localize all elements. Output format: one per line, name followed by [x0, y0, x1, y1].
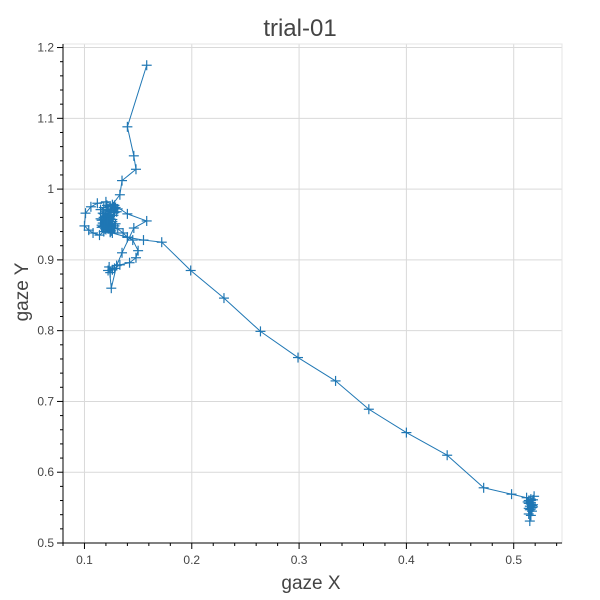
y-tick-label: 1.1 — [37, 111, 54, 125]
data-point-marker — [528, 499, 539, 510]
chart-title: trial-01 — [263, 15, 336, 42]
y-axis-label: gaze Y — [12, 262, 33, 321]
data-point-marker — [130, 252, 141, 263]
data-point-marker — [114, 189, 125, 200]
data-point-marker — [255, 326, 266, 337]
data-point-marker — [138, 235, 149, 246]
y-tick-label: 0.7 — [37, 394, 54, 408]
y-tick-label: 0.6 — [37, 465, 54, 479]
x-tick-label: 0.5 — [505, 553, 522, 567]
data-point-marker — [141, 215, 152, 226]
data-point-marker — [107, 227, 118, 238]
data-point-marker — [122, 208, 133, 219]
data-point-marker — [130, 164, 141, 175]
x-tick-label: 0.3 — [291, 553, 308, 567]
y-tick-label: 1 — [47, 182, 54, 196]
data-point-marker — [118, 227, 129, 238]
data-point-marker — [127, 235, 138, 246]
data-point-marker — [117, 175, 128, 186]
data-point-marker — [103, 223, 114, 234]
marker-layer — [79, 60, 540, 527]
data-point-marker — [124, 257, 135, 268]
data-point-marker — [293, 352, 304, 363]
x-tick-label: 0.4 — [398, 553, 415, 567]
data-point-marker — [85, 201, 96, 212]
data-point-marker — [442, 450, 453, 461]
data-point-marker — [92, 198, 103, 209]
data-point-marker — [141, 60, 152, 71]
data-point-marker — [523, 495, 534, 506]
data-point-marker — [525, 504, 536, 515]
data-point-marker — [106, 283, 117, 294]
x-axis-label: gaze X — [281, 573, 340, 594]
data-point-marker — [122, 232, 133, 243]
data-point-marker — [112, 223, 123, 234]
y-tick-label: 0.9 — [37, 253, 54, 267]
data-point-marker — [79, 220, 90, 231]
data-point-marker — [506, 489, 517, 500]
data-point-marker — [88, 227, 99, 238]
data-point-marker — [117, 247, 128, 258]
x-tick-label: 0.1 — [76, 553, 93, 567]
data-point-marker — [128, 150, 139, 161]
data-point-marker — [185, 265, 196, 276]
data-point-marker — [122, 121, 133, 132]
data-point-marker — [363, 404, 374, 415]
data-point-marker — [110, 202, 121, 213]
data-point-marker — [218, 293, 229, 304]
data-point-marker — [401, 427, 412, 438]
data-point-marker — [478, 482, 489, 493]
data-point-marker — [523, 508, 534, 519]
y-tick-label: 0.5 — [37, 536, 54, 550]
data-point-marker — [111, 260, 122, 271]
data-point-marker — [133, 245, 144, 256]
data-point-marker — [156, 237, 167, 248]
axis-layer: 0.1 0.2 0.3 0.4 0.5 0.5 0.6 0.7 0.8 0.9 1 1.1 1.2 — [37, 41, 562, 567]
data-point-marker — [128, 223, 139, 234]
data-point-marker — [80, 208, 91, 219]
data-point-marker — [104, 261, 115, 272]
y-tick-label: 1.2 — [37, 41, 54, 55]
data-point-marker — [524, 516, 535, 527]
data-point-marker — [330, 375, 341, 386]
y-tick-label: 0.8 — [37, 324, 54, 338]
x-tick-label: 0.2 — [183, 553, 200, 567]
